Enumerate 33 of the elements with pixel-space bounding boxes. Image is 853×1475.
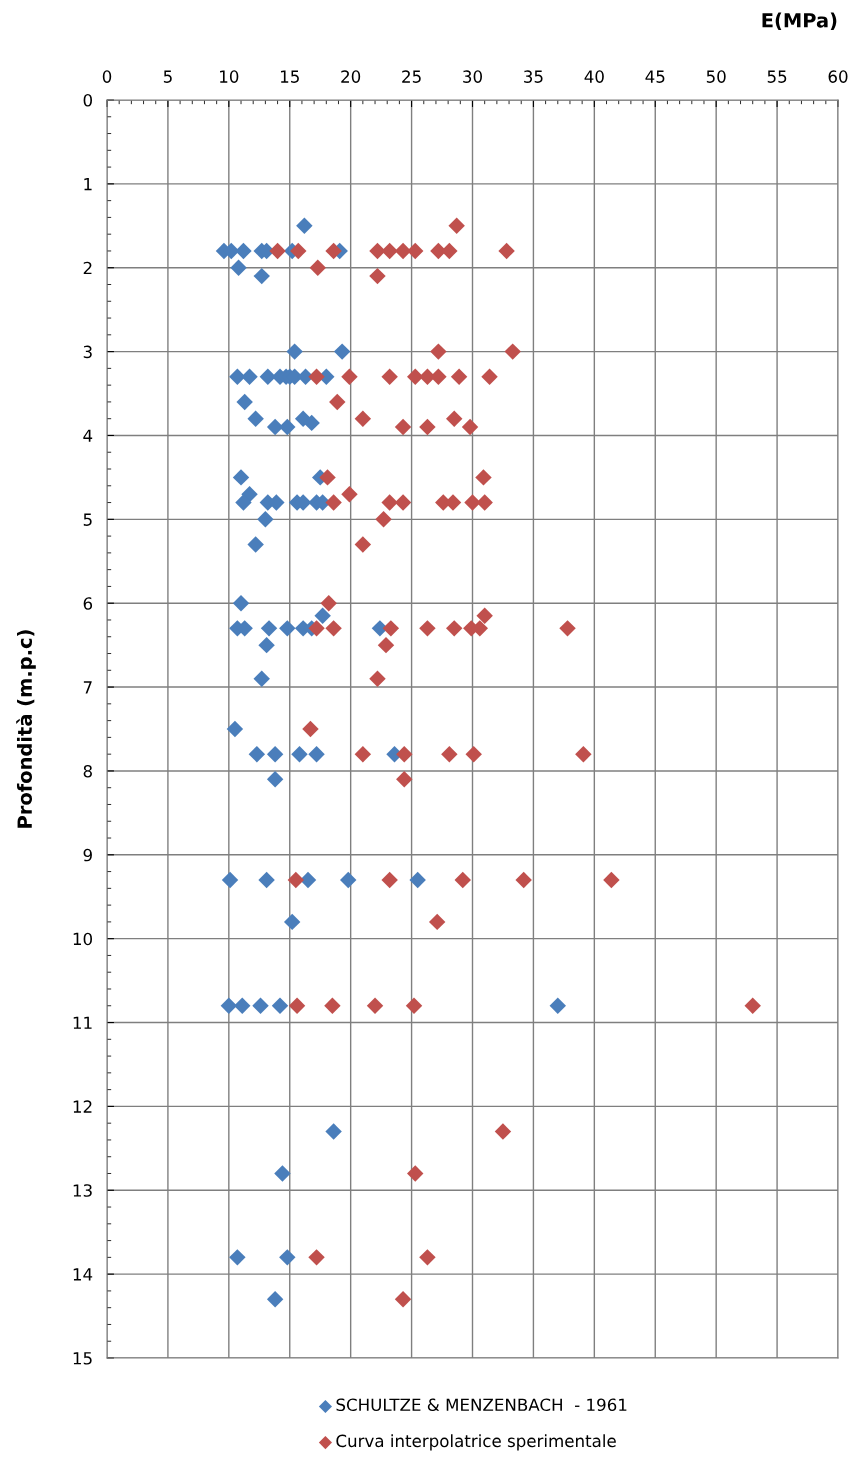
y-tick-label: 0 <box>83 93 92 107</box>
y-tick-label: 10 <box>73 932 92 946</box>
y-tick-label: 15 <box>73 1352 92 1365</box>
y-tick-label: 12 <box>73 1100 92 1113</box>
x-tick-label: 35 <box>524 70 543 83</box>
x-tick-label: 10 <box>220 70 239 83</box>
x-tick-label: 45 <box>645 70 665 83</box>
y-tick-label: 11 <box>73 1016 92 1029</box>
x-tick-label: 50 <box>706 70 726 83</box>
x-tick-label: 5 <box>163 70 172 83</box>
y-axis-title: Profondità (m.p.c) <box>16 630 36 828</box>
y-tick-label: 4 <box>83 429 93 442</box>
x-tick-label: 40 <box>584 70 604 83</box>
y-tick-label: 3 <box>83 345 92 359</box>
x-tick-label: 25 <box>402 70 421 83</box>
x-tick-label: 60 <box>828 70 848 83</box>
x-tick-label: 20 <box>341 70 361 83</box>
y-tick-label: 6 <box>83 597 93 610</box>
y-tick-label: 14 <box>73 1268 93 1281</box>
x-tick-label: 55 <box>767 70 787 83</box>
y-tick-label: 1 <box>84 178 92 191</box>
x-tick-label: 15 <box>280 70 299 83</box>
y-tick-label: 8 <box>83 764 92 778</box>
y-tick-label: 2 <box>83 261 92 275</box>
y-tick-label: 9 <box>83 848 92 862</box>
x-tick-label: 0 <box>102 70 112 83</box>
y-tick-label: 7 <box>83 681 92 694</box>
legend-label: Curva interpolatrice sperimentale <box>336 1434 616 1451</box>
y-tick-label: 5 <box>83 513 92 526</box>
y-tick-label: 13 <box>73 1184 92 1197</box>
x-tick-label: 30 <box>463 70 482 83</box>
legend-label: SCHULTZE & MENZENBACH - 1961 <box>336 1398 627 1412</box>
x-axis-title: E(MPa) <box>762 12 837 30</box>
